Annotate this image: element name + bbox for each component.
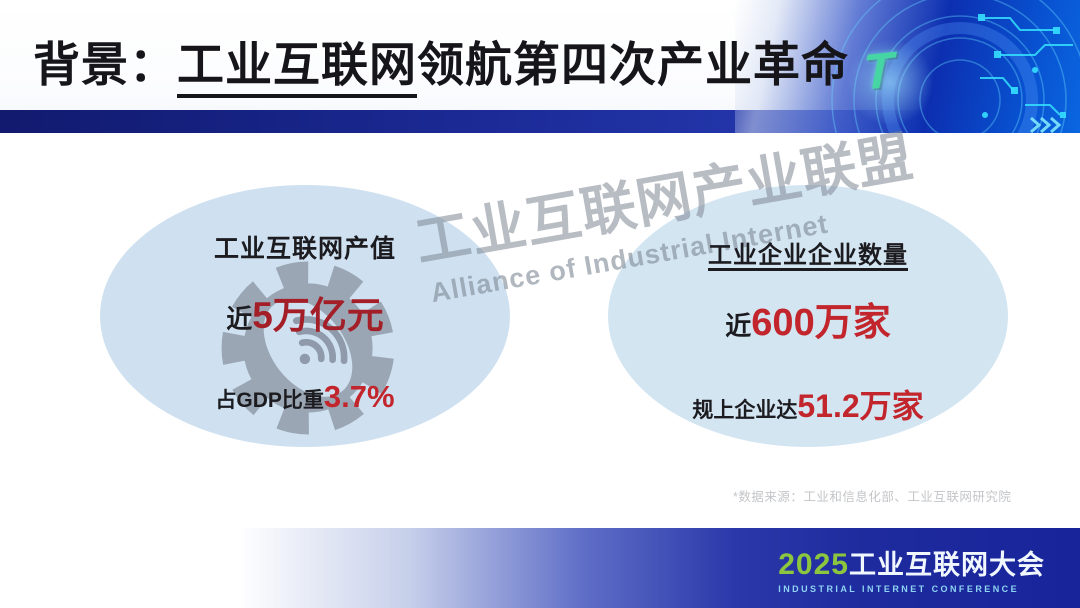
logo-subtitle: INDUSTRIAL INTERNET CONFERENCE: [778, 584, 1020, 594]
card-title: 工业互联网产值: [213, 235, 396, 263]
card-title: 工业企业企业数量: [708, 242, 908, 269]
conference-logo: 2025工业互联网大会 INDUSTRIAL INTERNET CONFEREN…: [778, 548, 1045, 595]
footer-bar: [0, 528, 1080, 608]
conference-t-logo: T: [863, 41, 894, 101]
stat-prefix: 近: [725, 311, 752, 341]
page-title: 背景：工业互联网领航第四次产业革命: [33, 26, 849, 98]
stat-card-output-value: 工业互联网产值 近5万亿元 占GDP比重3.7%: [100, 185, 510, 447]
stat-card-enterprise-count: 工业企业企业数量 近600万家 规上企业达51.2万家: [608, 185, 1008, 447]
header-tech-graphic: T: [735, 0, 1080, 133]
ellipse-background: [608, 185, 1008, 447]
stat-value: 5万亿元: [252, 295, 384, 336]
title-prefix: 背景：: [33, 38, 177, 91]
stat-value: 51.2万家: [797, 388, 924, 424]
stat-value: 3.7%: [323, 379, 395, 414]
logo-year: 2025: [778, 548, 849, 581]
stat-line: 近600万家: [608, 291, 1008, 346]
data-source-note: *数据来源：工业和信息化部、工业互联网研究院: [733, 490, 1012, 504]
title-underlined: 工业互联网: [177, 38, 417, 98]
header-banner: T 背景：工业互联网领航第四次产业革命: [0, 0, 1080, 133]
title-rest: 领航第四次产业革命: [417, 38, 849, 91]
stat-line: 占GDP比重3.7%: [100, 379, 510, 415]
gear-wifi-icon: [213, 253, 403, 443]
stat-prefix: 近: [226, 304, 253, 334]
stat-line: 近5万亿元: [100, 285, 510, 339]
stat-prefix: 占GDP比重: [215, 389, 324, 412]
logo-glow: [845, 40, 935, 125]
stat-value: 600万家: [751, 302, 891, 344]
stat-prefix: 规上企业达: [692, 399, 798, 422]
stat-line: 规上企业达51.2万家: [608, 381, 1008, 427]
logo-brand: 工业互联网大会: [849, 550, 1045, 580]
